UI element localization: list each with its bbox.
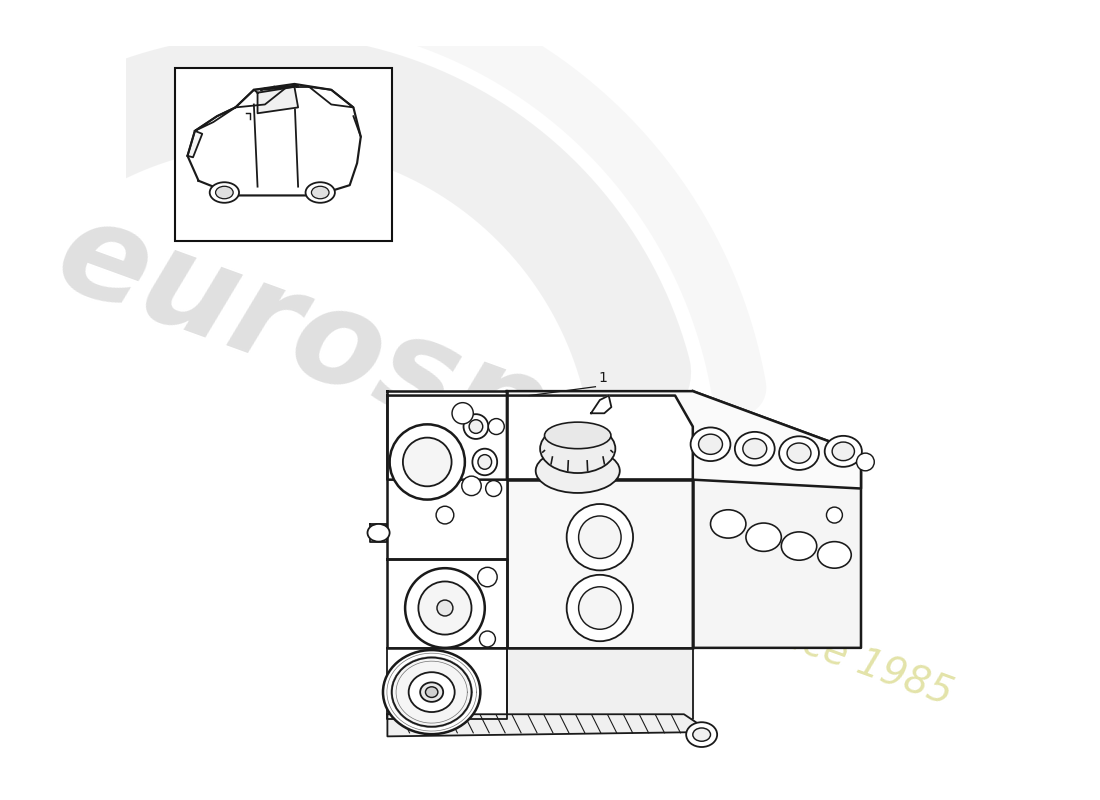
Ellipse shape: [462, 476, 481, 496]
Ellipse shape: [781, 532, 816, 560]
Ellipse shape: [405, 568, 485, 648]
Ellipse shape: [536, 449, 619, 493]
Polygon shape: [187, 131, 202, 158]
Ellipse shape: [403, 438, 452, 486]
Polygon shape: [387, 559, 507, 648]
Ellipse shape: [392, 658, 472, 726]
Ellipse shape: [437, 600, 453, 616]
Ellipse shape: [463, 414, 488, 439]
Polygon shape: [235, 87, 287, 107]
Polygon shape: [261, 86, 298, 90]
Ellipse shape: [544, 422, 610, 449]
Polygon shape: [387, 714, 711, 736]
Polygon shape: [693, 391, 861, 648]
Ellipse shape: [698, 434, 723, 454]
Ellipse shape: [742, 438, 767, 458]
Polygon shape: [507, 648, 693, 718]
Ellipse shape: [711, 510, 746, 538]
Text: a passion for parts since 1985: a passion for parts since 1985: [393, 477, 957, 713]
Ellipse shape: [826, 507, 843, 523]
Text: eurospares: eurospares: [40, 189, 868, 594]
Ellipse shape: [817, 542, 851, 568]
Ellipse shape: [480, 631, 495, 647]
Ellipse shape: [788, 443, 811, 463]
Ellipse shape: [478, 454, 492, 470]
Polygon shape: [507, 480, 693, 648]
Ellipse shape: [735, 432, 774, 466]
Ellipse shape: [311, 186, 329, 198]
Ellipse shape: [383, 650, 481, 734]
Polygon shape: [387, 391, 507, 559]
Ellipse shape: [216, 186, 233, 198]
Ellipse shape: [477, 567, 497, 586]
Polygon shape: [195, 107, 235, 131]
Ellipse shape: [579, 516, 621, 558]
Polygon shape: [591, 395, 612, 414]
Ellipse shape: [686, 722, 717, 747]
Polygon shape: [309, 87, 353, 107]
Ellipse shape: [693, 728, 711, 742]
Ellipse shape: [832, 442, 855, 461]
Ellipse shape: [420, 682, 443, 702]
Ellipse shape: [691, 427, 730, 461]
Ellipse shape: [210, 182, 239, 202]
Text: 1: 1: [598, 371, 607, 385]
Ellipse shape: [857, 453, 874, 471]
Bar: [175, 68, 392, 241]
Ellipse shape: [566, 504, 634, 570]
Ellipse shape: [367, 524, 389, 542]
Ellipse shape: [579, 586, 621, 630]
Ellipse shape: [825, 436, 862, 467]
Polygon shape: [507, 391, 861, 489]
Ellipse shape: [540, 424, 615, 473]
Ellipse shape: [409, 672, 454, 712]
Polygon shape: [387, 395, 693, 480]
Ellipse shape: [469, 420, 483, 434]
Ellipse shape: [779, 436, 818, 470]
Ellipse shape: [452, 402, 473, 424]
Ellipse shape: [472, 449, 497, 475]
Ellipse shape: [488, 418, 504, 434]
Ellipse shape: [436, 506, 454, 524]
Ellipse shape: [566, 575, 634, 642]
Ellipse shape: [306, 182, 334, 202]
Polygon shape: [370, 524, 387, 542]
Ellipse shape: [426, 687, 438, 698]
Polygon shape: [257, 87, 298, 114]
Polygon shape: [187, 84, 361, 195]
Ellipse shape: [746, 523, 781, 551]
Polygon shape: [387, 648, 507, 718]
Ellipse shape: [418, 582, 472, 634]
Ellipse shape: [486, 481, 502, 497]
Ellipse shape: [389, 424, 465, 499]
